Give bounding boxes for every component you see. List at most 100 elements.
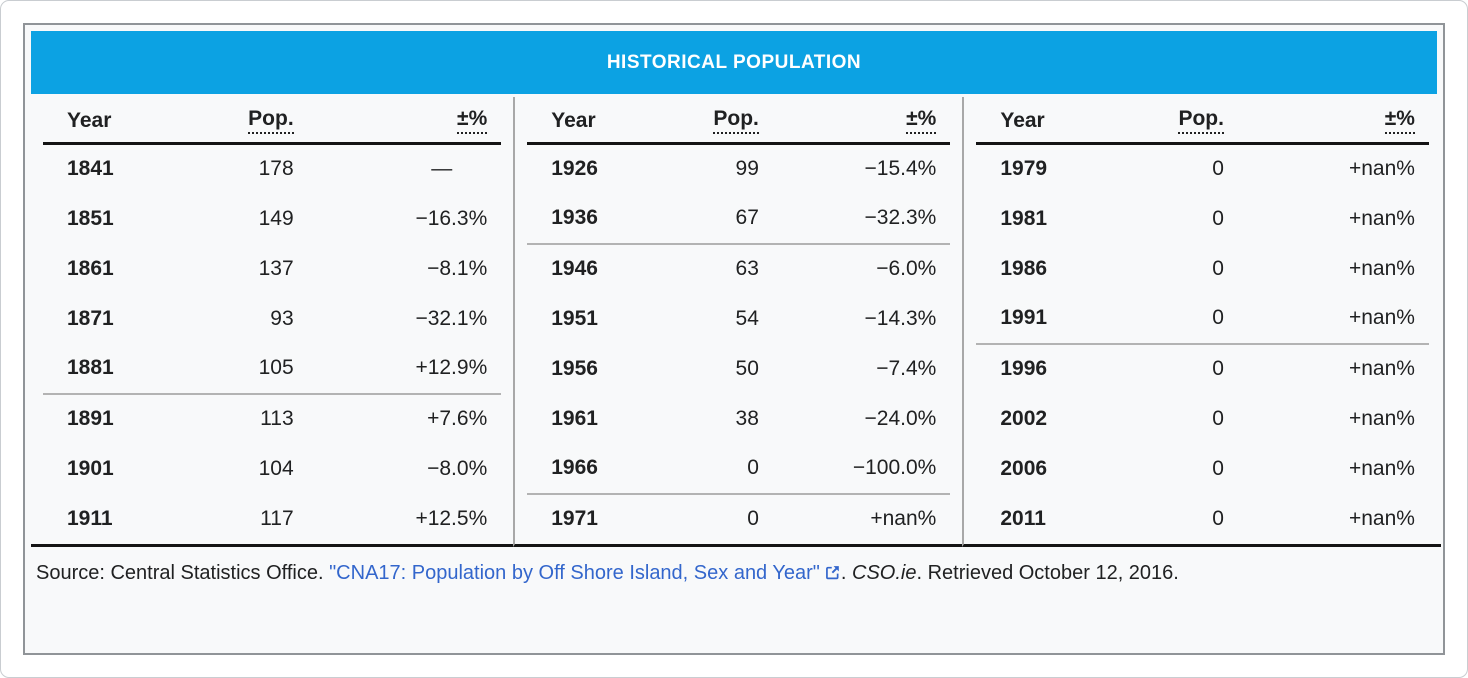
population-table: Year Pop. ±% 1979 0 +nan% 1981 0 +nan% 1986 0 +n… — [976, 97, 1429, 544]
table-row: 1871 93 −32.1% — [43, 294, 501, 344]
pct-cell: +12.9% — [415, 356, 488, 379]
pop-cell: 113 — [260, 407, 294, 430]
pct-cell: −32.3% — [864, 206, 937, 229]
pct-cell: +nan% — [870, 507, 937, 530]
year-cell: 1961 — [551, 406, 598, 430]
year-cell: 1991 — [1000, 306, 1048, 329]
population-rows: 1926 99 −15.4% 1936 67 −32.3% 1946 63 −6.0% 1951 5… — [527, 144, 951, 544]
year-cell: 1956 — [551, 356, 598, 380]
header-row: Year Pop. ±% — [43, 97, 502, 144]
table-row: 2006 0 +nan% — [976, 444, 1429, 494]
year-cell: 2006 — [1000, 456, 1048, 480]
table-row: 1861 137 −8.1% — [43, 244, 501, 294]
pop-cell: 117 — [260, 506, 294, 530]
pct-cell: −100.0% — [852, 456, 937, 479]
pop-cell: 0 — [1212, 206, 1224, 230]
population-column-group: Year Pop. ±% 1926 99 −15.4% 1936 67 −32.3% 194… — [513, 97, 963, 547]
pct-cell: −7.4% — [876, 356, 937, 380]
table-row: 1881 105 +12.9% — [43, 344, 501, 394]
pct-cell: −16.3% — [415, 206, 488, 230]
historical-population-table: HISTORICAL POPULATION Year Pop. ±% 1841 1… — [23, 23, 1445, 655]
year-cell: 1891 — [67, 407, 114, 430]
pop-cell: 137 — [258, 256, 294, 280]
pct-column-header: ±% — [294, 97, 502, 144]
year-cell: 1981 — [1000, 206, 1048, 230]
pct-cell: +nan% — [1348, 456, 1415, 480]
year-cell: 1946 — [551, 257, 598, 280]
table-row: 1841 178 — — [43, 144, 501, 194]
population-table: Year Pop. ±% 1841 178 — 1851 149 −16.3% 1861 13… — [43, 97, 502, 544]
source-link[interactable]: "CNA17: Population by Off Shore Island, … — [329, 561, 820, 584]
pop-column-header: Pop. — [192, 97, 294, 144]
year-cell: 1966 — [551, 456, 598, 479]
year-cell: 1911 — [67, 506, 113, 530]
table-row: 2011 0 +nan% — [976, 494, 1429, 544]
year-column-header: Year — [1000, 108, 1045, 132]
year-cell: 1901 — [67, 456, 114, 480]
pop-cell: 0 — [1212, 406, 1224, 430]
pop-cell: 104 — [258, 456, 294, 480]
pop-cell: 0 — [1212, 506, 1224, 530]
pct-cell: −6.0% — [876, 257, 937, 280]
table-row: 1966 0 −100.0% — [527, 444, 950, 494]
header-row: Year Pop. ±% — [527, 97, 951, 144]
pct-cell: — — [431, 157, 453, 181]
pop-cell: 0 — [747, 507, 759, 530]
pop-cell: 0 — [747, 456, 759, 479]
pct-column-header: ±% — [1224, 97, 1429, 144]
table-row: 1956 50 −7.4% — [527, 344, 950, 394]
pop-cell: 105 — [258, 356, 294, 379]
table-row: 1851 149 −16.3% — [43, 194, 501, 244]
year-cell: 2011 — [1000, 506, 1046, 530]
table-row: 1911 117 +12.5% — [43, 494, 501, 544]
pop-cell: 63 — [735, 257, 759, 280]
table-row: 1961 38 −24.0% — [527, 394, 950, 444]
pct-cell: +nan% — [1348, 206, 1415, 230]
source-separator: . — [840, 561, 853, 584]
pct-cell: +12.5% — [415, 506, 488, 530]
pop-cell: 0 — [1212, 456, 1224, 480]
year-cell: 1996 — [1000, 357, 1048, 380]
table-row: 1891 113 +7.6% — [43, 393, 502, 444]
year-cell: 2002 — [1000, 406, 1048, 430]
population-column-group: Year Pop. ±% 1841 178 — 1851 149 −16.3% 1861 13… — [31, 97, 514, 547]
pop-cell: 149 — [258, 206, 294, 230]
year-cell: 1871 — [67, 306, 114, 330]
year-cell: 1841 — [67, 157, 114, 181]
source-prefix: Source: Central Statistics Office. — [36, 561, 330, 584]
table-row: 1901 104 −8.0% — [43, 444, 501, 494]
pop-cell: 0 — [1212, 256, 1224, 280]
population-table: Year Pop. ±% 1926 99 −15.4% 1936 67 −32.3% 194… — [527, 97, 951, 544]
year-cell: 1936 — [551, 206, 598, 229]
year-cell: 1971 — [551, 507, 598, 530]
year-column-header: Year — [551, 108, 596, 132]
year-column-header: Year — [67, 108, 112, 132]
pop-cell: 0 — [1212, 357, 1224, 380]
population-column-group: Year Pop. ±% 1979 0 +nan% 1981 0 +nan% 1986 0 +n… — [962, 97, 1441, 547]
population-rows: 1841 178 — 1851 149 −16.3% 1861 137 −8.1% 1871 93 −… — [43, 144, 502, 544]
table-row: 1996 0 +nan% — [976, 343, 1429, 394]
table-row: 2002 0 +nan% — [976, 394, 1429, 444]
external-link-icon[interactable] — [825, 556, 840, 593]
table-column-groups: Year Pop. ±% 1841 178 — 1851 149 −16.3% 1861 13… — [31, 97, 1441, 547]
pct-cell: +nan% — [1348, 357, 1415, 380]
table-row: 1991 0 +nan% — [976, 294, 1429, 344]
pop-cell: 0 — [1212, 306, 1224, 329]
year-cell: 1861 — [67, 256, 114, 280]
population-rows: 1979 0 +nan% 1981 0 +nan% 1986 0 +nan% 1991 0 +nan%… — [976, 144, 1429, 544]
pop-cell: 0 — [1212, 157, 1224, 181]
pct-cell: −15.4% — [864, 157, 937, 181]
pct-cell: +nan% — [1348, 506, 1415, 530]
pop-cell: 54 — [735, 306, 759, 330]
pct-cell: −24.0% — [864, 406, 937, 430]
source-row: Source: Central Statistics Office. "CNA1… — [31, 547, 1437, 654]
pop-cell: 93 — [270, 306, 294, 330]
year-cell: 1979 — [1000, 157, 1048, 181]
pop-column-header: Pop. — [1124, 97, 1224, 144]
pct-cell: −8.1% — [427, 256, 488, 280]
pct-cell: −14.3% — [864, 306, 937, 330]
pct-cell: −8.0% — [427, 456, 488, 480]
table-row: 1979 0 +nan% — [976, 144, 1429, 194]
pop-cell: 99 — [735, 157, 759, 181]
